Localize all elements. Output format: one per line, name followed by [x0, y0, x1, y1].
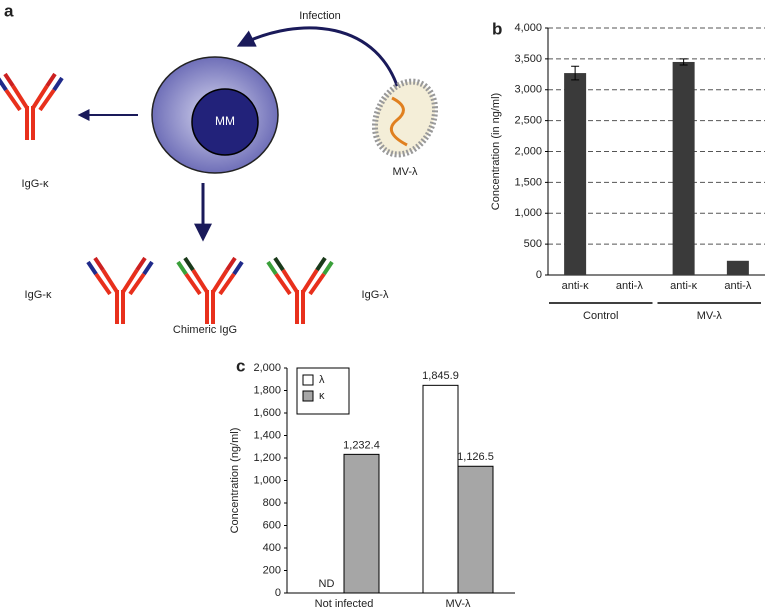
outcome-label: IgG-λ [362, 289, 389, 301]
antibody-chain [308, 272, 326, 296]
bar [564, 73, 587, 275]
virus-rna [389, 96, 408, 147]
y-tick-label: 200 [263, 564, 281, 576]
antibody [0, 72, 64, 140]
y-tick-label: 4,000 [514, 22, 542, 34]
group-label: MV-λ [697, 310, 723, 322]
antibody-chain [274, 272, 292, 296]
infection-label: Infection [299, 10, 341, 22]
x-tick-label: MV-λ [445, 598, 471, 610]
y-axis-label: Concentration (in ng/ml) [490, 93, 502, 210]
y-tick-label: 0 [536, 269, 542, 281]
bar [343, 453, 380, 594]
antibody-chain [184, 272, 202, 296]
bar [726, 260, 749, 275]
antibody-chain [52, 76, 64, 92]
error-bar [679, 58, 688, 66]
antibody [176, 256, 244, 324]
error-bar [571, 65, 580, 81]
antibody-chain [266, 260, 278, 276]
x-tick-label: anti-κ [670, 280, 697, 292]
y-tick-label: 2,000 [253, 362, 281, 374]
antibody-chain [176, 260, 188, 276]
antibody-chain [11, 84, 29, 110]
antibody-chain [135, 256, 147, 272]
antibody-chain [45, 72, 57, 88]
antibody-chain [128, 272, 146, 296]
y-tick-label: 400 [263, 542, 281, 554]
legend-swatch [302, 374, 314, 386]
antibody-chain [225, 256, 237, 272]
antibody-chain [281, 268, 299, 294]
virus [371, 78, 439, 158]
y-tick-label: 3,000 [514, 84, 542, 96]
legend-swatch [302, 390, 314, 402]
legend-label: κ [319, 390, 325, 402]
value-label: 1,232.4 [343, 439, 380, 451]
x-tick-label: anti-κ [562, 280, 589, 292]
antibody-chain [183, 256, 195, 272]
infection-arrow [236, 26, 402, 96]
y-tick-label: 3,500 [514, 53, 542, 65]
antibody-chain [4, 88, 22, 112]
outcome-label: IgG-κ [25, 289, 52, 301]
cell-label: MM [215, 114, 235, 128]
value-label: ND [319, 578, 335, 590]
product-label: IgG-κ [22, 178, 49, 190]
antibody-chain [3, 72, 15, 88]
antibody [86, 256, 154, 324]
y-tick-label: 2,500 [514, 115, 542, 127]
bar [672, 61, 695, 276]
outcome-label: Chimeric IgG [173, 324, 237, 336]
antibody-chain [273, 256, 285, 272]
antibody-chain [121, 268, 139, 294]
antibody-chain [315, 256, 327, 272]
antibody-chain [94, 272, 112, 296]
y-tick-label: 1,800 [253, 384, 281, 396]
y-tick-label: 600 [263, 519, 281, 531]
diagram: a Infection MM MV-λ IgG-κ IgG-κ Chimeric… [4, 1, 439, 336]
antibody-chain [31, 84, 49, 110]
y-tick-label: 1,000 [514, 207, 542, 219]
x-tick-label: anti-λ [616, 280, 643, 292]
antibody-chain [101, 268, 119, 294]
panel-label: b [492, 19, 502, 38]
antibody-chain [301, 268, 319, 294]
antibody-chain [142, 260, 154, 276]
y-axis-label: Concentration (ng/ml) [229, 428, 241, 534]
y-tick-label: 800 [263, 497, 281, 509]
antibody-chain [232, 260, 244, 276]
y-tick-label: 2,000 [514, 145, 542, 157]
y-tick-label: 1,000 [253, 474, 281, 486]
antibody-chain [86, 260, 98, 276]
antibody-chain [93, 256, 105, 272]
value-label: 1,126.5 [457, 451, 494, 463]
antibody-chain [38, 88, 56, 112]
antibody-chain [218, 272, 236, 296]
antibody-chain [0, 77, 8, 92]
virus-label: MV-λ [392, 166, 418, 178]
antibody [266, 256, 334, 324]
bar [422, 384, 459, 594]
y-tick-label: 1,600 [253, 407, 281, 419]
legend-label: λ [319, 374, 325, 386]
antibody-chain [211, 268, 229, 294]
panel-label: c [236, 356, 245, 375]
y-tick-label: 0 [275, 587, 281, 599]
y-tick-label: 1,500 [514, 176, 542, 188]
nucleus [191, 88, 259, 156]
y-tick-label: 1,200 [253, 452, 281, 464]
antibody-chain [191, 268, 209, 294]
value-label: 1,845.9 [422, 370, 459, 382]
panel-label: a [4, 1, 14, 20]
bar [457, 465, 494, 594]
x-tick-label: anti-λ [724, 280, 751, 292]
antibody-chain [322, 260, 334, 276]
y-tick-label: 500 [524, 238, 542, 250]
group-label: Control [583, 310, 618, 322]
x-tick-label: Not infected [315, 598, 374, 610]
y-tick-label: 1,400 [253, 429, 281, 441]
